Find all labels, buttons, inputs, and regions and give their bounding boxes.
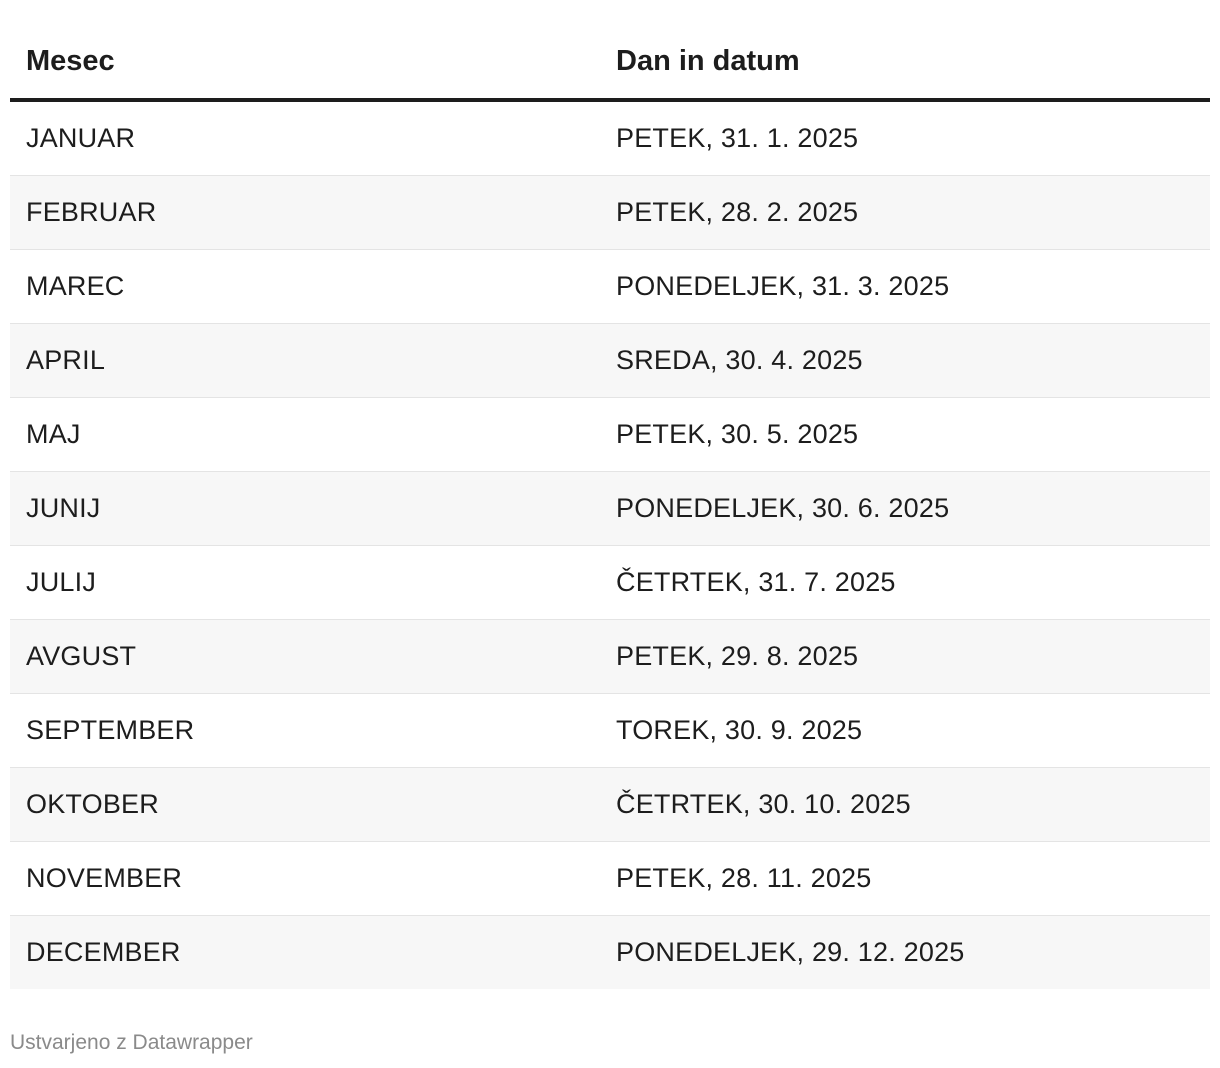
- date-cell: TOREK, 30. 9. 2025: [600, 693, 1210, 768]
- date-cell: PETEK, 31. 1. 2025: [600, 100, 1210, 176]
- table-row: NOVEMBER PETEK, 28. 11. 2025: [10, 841, 1210, 916]
- date-cell: PONEDELJEK, 29. 12. 2025: [600, 915, 1210, 989]
- date-cell: SREDA, 30. 4. 2025: [600, 323, 1210, 398]
- date-cell: ČETRTEK, 31. 7. 2025: [600, 545, 1210, 620]
- table-body: JANUAR PETEK, 31. 1. 2025 FEBRUAR PETEK,…: [10, 100, 1210, 989]
- month-cell: OKTOBER: [10, 767, 600, 842]
- table-row: MAJ PETEK, 30. 5. 2025: [10, 397, 1210, 472]
- table-row: JULIJ ČETRTEK, 31. 7. 2025: [10, 545, 1210, 620]
- data-table: Mesec Dan in datum JANUAR PETEK, 31. 1. …: [10, 24, 1210, 989]
- table-row: AVGUST PETEK, 29. 8. 2025: [10, 619, 1210, 694]
- month-cell: FEBRUAR: [10, 175, 600, 250]
- date-cell: PETEK, 28. 2. 2025: [600, 175, 1210, 250]
- month-cell: JULIJ: [10, 545, 600, 620]
- table-row: SEPTEMBER TOREK, 30. 9. 2025: [10, 693, 1210, 768]
- date-cell: PETEK, 29. 8. 2025: [600, 619, 1210, 694]
- date-cell: PETEK, 28. 11. 2025: [600, 841, 1210, 916]
- data-table-container: Mesec Dan in datum JANUAR PETEK, 31. 1. …: [10, 24, 1210, 989]
- date-cell: PETEK, 30. 5. 2025: [600, 397, 1210, 472]
- table-row: APRIL SREDA, 30. 4. 2025: [10, 323, 1210, 398]
- table-row: DECEMBER PONEDELJEK, 29. 12. 2025: [10, 915, 1210, 989]
- column-header-day-date[interactable]: Dan in datum: [600, 24, 1210, 102]
- table-header: Mesec Dan in datum: [10, 24, 1210, 102]
- month-cell: APRIL: [10, 323, 600, 398]
- table-row: JANUAR PETEK, 31. 1. 2025: [10, 100, 1210, 176]
- table-row: OKTOBER ČETRTEK, 30. 10. 2025: [10, 767, 1210, 842]
- table-row: MAREC PONEDELJEK, 31. 3. 2025: [10, 249, 1210, 324]
- month-cell: SEPTEMBER: [10, 693, 600, 768]
- month-cell: MAJ: [10, 397, 600, 472]
- header-row: Mesec Dan in datum: [10, 24, 1210, 102]
- column-header-month[interactable]: Mesec: [10, 24, 600, 102]
- table-row: JUNIJ PONEDELJEK, 30. 6. 2025: [10, 471, 1210, 546]
- month-cell: JANUAR: [10, 100, 600, 176]
- footer-credit-link[interactable]: Ustvarjeno z Datawrapper: [10, 1031, 253, 1054]
- table-row: FEBRUAR PETEK, 28. 2. 2025: [10, 175, 1210, 250]
- month-cell: AVGUST: [10, 619, 600, 694]
- month-cell: JUNIJ: [10, 471, 600, 546]
- date-cell: ČETRTEK, 30. 10. 2025: [600, 767, 1210, 842]
- month-cell: MAREC: [10, 249, 600, 324]
- month-cell: NOVEMBER: [10, 841, 600, 916]
- month-cell: DECEMBER: [10, 915, 600, 989]
- date-cell: PONEDELJEK, 30. 6. 2025: [600, 471, 1210, 546]
- date-cell: PONEDELJEK, 31. 3. 2025: [600, 249, 1210, 324]
